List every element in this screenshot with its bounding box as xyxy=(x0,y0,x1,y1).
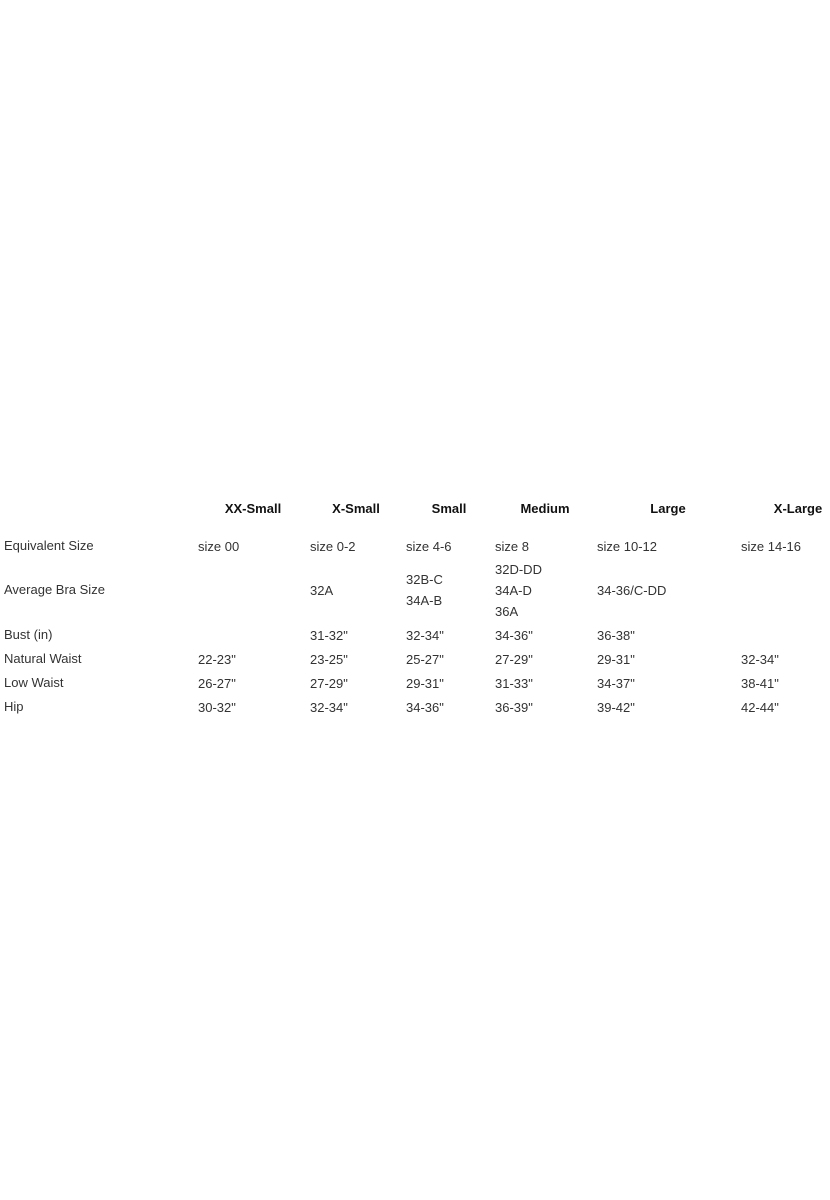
table-cell: 32B-C 34A-B xyxy=(406,569,443,611)
cell-value: 26-27" xyxy=(198,675,236,691)
cell-value: 32B-C xyxy=(406,572,443,587)
row-label: Hip xyxy=(4,699,24,714)
cell-value: size 4-6 xyxy=(406,538,452,554)
cell-value: size 10-12 xyxy=(597,538,657,554)
cell-value: size 00 xyxy=(198,538,240,554)
table-cell: 36-39" xyxy=(495,697,533,718)
cell-value: 27-29" xyxy=(495,651,533,667)
table-cell: size 8 xyxy=(495,536,529,557)
cell-value: 34A-D xyxy=(495,582,532,598)
cell-value: 29-31" xyxy=(406,675,444,691)
cell-value: 22-23" xyxy=(198,651,236,667)
column-header: XX-Small xyxy=(224,501,282,516)
row-label: Bust (in) xyxy=(4,627,53,642)
table-cell: 30-32" xyxy=(198,697,236,718)
row-label: Low Waist xyxy=(4,675,64,690)
table-cell: 34-36/C-DD xyxy=(597,580,666,601)
table-cell: size 10-12 xyxy=(597,536,657,557)
cell-value: 34A-B xyxy=(406,593,443,608)
table-cell: size 00 xyxy=(198,536,239,557)
column-header: Small xyxy=(431,501,467,516)
cell-value: 32D-DD xyxy=(495,561,542,577)
table-cell: 36-38" xyxy=(597,625,635,646)
cell-value: 29-31" xyxy=(597,651,635,667)
cell-value: 42-44" xyxy=(741,699,779,715)
table-cell: 34-36" xyxy=(406,697,444,718)
table-cell: 34-36" xyxy=(495,625,533,646)
cell-value: 34-37" xyxy=(597,675,635,691)
cell-value: 39-42" xyxy=(597,699,635,715)
table-cell: 32A xyxy=(310,580,333,601)
table-cell: 32D-DD 34A-D 36A xyxy=(495,559,542,622)
row-label: Equivalent Size xyxy=(4,538,94,553)
cell-value: size 14-16 xyxy=(741,538,801,554)
cell-value: 34-36" xyxy=(495,627,533,643)
row-label: Average Bra Size xyxy=(4,582,105,597)
cell-value: 23-25" xyxy=(310,651,348,667)
cell-value: 32A xyxy=(310,582,334,598)
cell-value: 34-36" xyxy=(406,699,444,715)
column-header: Large xyxy=(650,501,686,516)
table-cell: 27-29" xyxy=(495,649,533,670)
table-cell: 39-42" xyxy=(597,697,635,718)
cell-value: size 8 xyxy=(495,538,529,554)
cell-value: 31-32" xyxy=(310,627,348,643)
table-cell: 32-34" xyxy=(310,697,348,718)
table-cell: 31-32" xyxy=(310,625,348,646)
table-cell: 23-25" xyxy=(310,649,348,670)
cell-value: 32-34" xyxy=(406,627,444,643)
table-cell: 38-41" xyxy=(741,673,779,694)
cell-value: 36A xyxy=(495,603,519,619)
table-cell: 34-37" xyxy=(597,673,635,694)
table-cell: 29-31" xyxy=(597,649,635,670)
cell-value: 36-38" xyxy=(597,627,635,643)
row-label: Natural Waist xyxy=(4,651,82,666)
column-header: Medium xyxy=(520,501,570,516)
cell-value: 32-34" xyxy=(310,699,348,715)
table-cell: 42-44" xyxy=(741,697,779,718)
table-cell: size 14-16 xyxy=(741,536,801,557)
cell-value: 25-27" xyxy=(406,651,444,667)
table-cell: 22-23" xyxy=(198,649,236,670)
cell-value: size 0-2 xyxy=(310,538,356,554)
table-cell: 32-34" xyxy=(406,625,444,646)
table-cell: 32-34" xyxy=(741,649,779,670)
cell-value: 36-39" xyxy=(495,699,533,715)
cell-value: 31-33" xyxy=(495,675,533,691)
table-cell: 25-27" xyxy=(406,649,444,670)
cell-value: 34-36/C-DD xyxy=(597,582,667,598)
cell-value: 32-34" xyxy=(741,651,779,667)
table-cell: size 4-6 xyxy=(406,536,452,557)
column-header: X-Large xyxy=(773,501,823,516)
table-cell: 26-27" xyxy=(198,673,236,694)
table-cell: size 0-2 xyxy=(310,536,356,557)
table-cell: 27-29" xyxy=(310,673,348,694)
column-header: X-Small xyxy=(332,501,380,516)
table-cell: 29-31" xyxy=(406,673,444,694)
cell-value: 30-32" xyxy=(198,699,236,715)
cell-value: 27-29" xyxy=(310,675,348,691)
cell-value: 38-41" xyxy=(741,675,779,691)
table-cell: 31-33" xyxy=(495,673,533,694)
